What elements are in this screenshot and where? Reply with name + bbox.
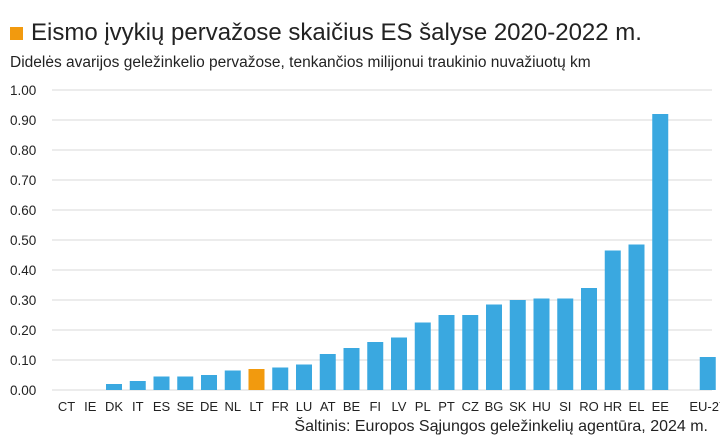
title-row: Eismo įvykių pervažose skaičius ES šalys…	[10, 16, 642, 50]
x-tick-label: ES	[153, 399, 171, 414]
y-tick-label: 0.00	[10, 383, 36, 398]
y-tick-label: 0.80	[10, 143, 36, 158]
bar-eu-27	[699, 357, 716, 390]
bar-ee	[652, 114, 669, 390]
bar-pl	[414, 322, 431, 390]
source-note: Šaltinis: Europos Sąjungos geležinkelių …	[294, 418, 708, 435]
x-tick-label: HU	[532, 399, 551, 414]
y-tick-label: 0.10	[10, 353, 36, 368]
x-tick-label: EL	[629, 399, 645, 414]
bar-lt	[248, 369, 265, 390]
bar-lu	[296, 364, 312, 390]
bar-sk	[509, 300, 526, 390]
x-tick-label: SI	[559, 399, 571, 414]
x-tick-label: LT	[249, 399, 263, 414]
x-tick-label: CZ	[462, 399, 479, 414]
bar-cz	[462, 315, 479, 390]
x-tick-label: CT	[58, 399, 75, 414]
bar-ro	[581, 288, 597, 390]
x-tick-label: DE	[200, 399, 218, 414]
bar-be	[343, 348, 360, 390]
x-tick-label: RO	[579, 399, 599, 414]
bar-si	[557, 298, 574, 390]
x-tick-label: LU	[296, 399, 313, 414]
bar-dk	[106, 384, 122, 390]
bar-el	[628, 244, 645, 390]
bar-pt	[438, 315, 455, 390]
bar-se	[177, 376, 194, 390]
y-tick-label: 0.70	[10, 173, 36, 188]
x-tick-label: FI	[369, 399, 381, 414]
x-tick-label: AT	[320, 399, 336, 414]
bar-bg	[486, 304, 502, 390]
chart-title: Eismo įvykių pervažose skaičius ES šalys…	[31, 19, 642, 46]
x-tick-label: BE	[343, 399, 361, 414]
bar-es	[153, 376, 170, 390]
chart-subtitle: Didelės avarijos geležinkelio pervažose,…	[10, 54, 591, 71]
bar-lv	[391, 337, 407, 390]
bar-de	[201, 375, 217, 390]
y-tick-label: 0.60	[10, 203, 36, 218]
x-tick-label: NL	[224, 399, 241, 414]
y-tick-label: 0.40	[10, 263, 36, 278]
x-tick-label: EU-27	[689, 399, 720, 414]
y-tick-label: 0.50	[10, 233, 36, 248]
title-marker	[10, 26, 23, 40]
x-tick-label: IE	[84, 399, 97, 414]
bar-nl	[224, 370, 241, 390]
x-tick-label: PL	[415, 399, 431, 414]
x-tick-label: FR	[272, 399, 289, 414]
bar-hr	[604, 250, 621, 390]
x-tick-label: HR	[603, 399, 622, 414]
x-tick-label: IT	[132, 399, 144, 414]
bar-fi	[367, 342, 384, 390]
x-tick-label: EE	[652, 399, 670, 414]
bar-at	[319, 354, 336, 390]
x-tick-label: SK	[509, 399, 527, 414]
bar-it	[129, 381, 146, 390]
y-tick-label: 0.20	[10, 323, 36, 338]
y-tick-label: 0.90	[10, 113, 36, 128]
x-tick-label: DK	[105, 399, 123, 414]
x-tick-label: PT	[438, 399, 455, 414]
x-tick-label: BG	[485, 399, 504, 414]
bar-hu	[533, 298, 550, 390]
x-tick-label: LV	[392, 399, 407, 414]
bar-fr	[272, 367, 289, 390]
y-tick-label: 1.00	[10, 83, 36, 98]
x-tick-label: SE	[177, 399, 195, 414]
y-tick-label: 0.30	[10, 293, 36, 308]
